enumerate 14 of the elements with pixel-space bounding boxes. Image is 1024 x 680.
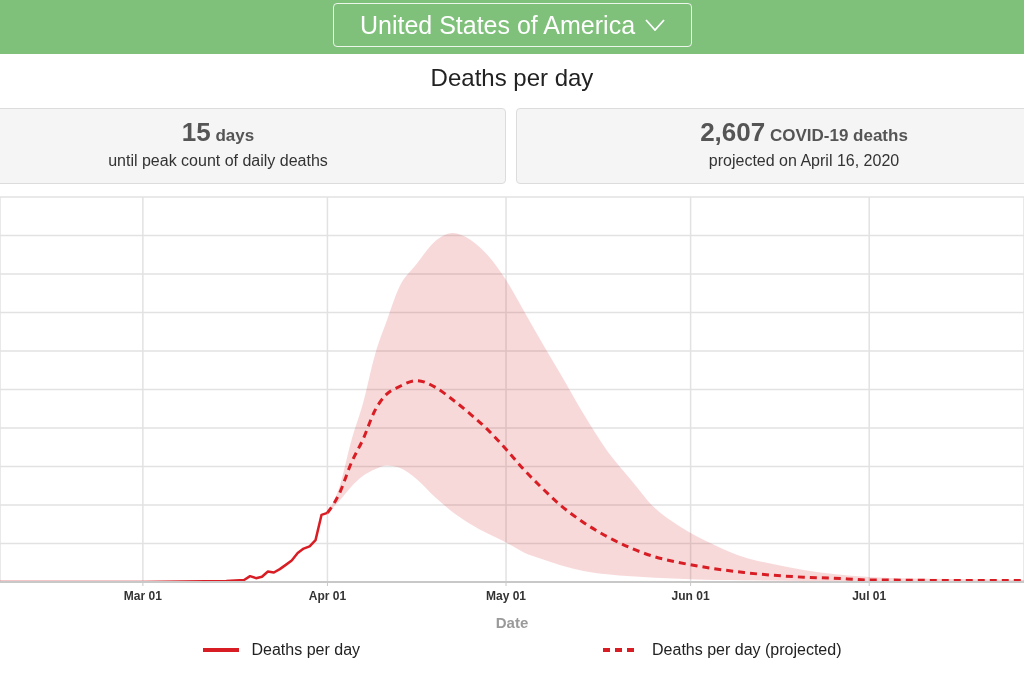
- x-axis-title: Date: [495, 614, 529, 631]
- text: 2,607 COVID-19 deaths: [700, 117, 908, 147]
- x-tick-label: Jun 01: [671, 588, 710, 603]
- text: 15 days: [181, 117, 255, 147]
- chart-subtitle: Deaths per day: [429, 64, 595, 92]
- legend-label: Deaths per day: [251, 641, 361, 659]
- text: until peak count of daily deaths: [107, 152, 329, 170]
- x-tick-label: Jul 01: [852, 588, 887, 603]
- chart-title: United States of America: [359, 10, 636, 40]
- x-tick-label: Apr 01: [308, 588, 347, 603]
- x-tick-label: Mar 01: [123, 588, 163, 603]
- x-tick-label: May 01: [486, 588, 527, 603]
- legend-label: Deaths per day (projected): [652, 641, 842, 659]
- text: projected on April 16, 2020: [707, 152, 901, 170]
